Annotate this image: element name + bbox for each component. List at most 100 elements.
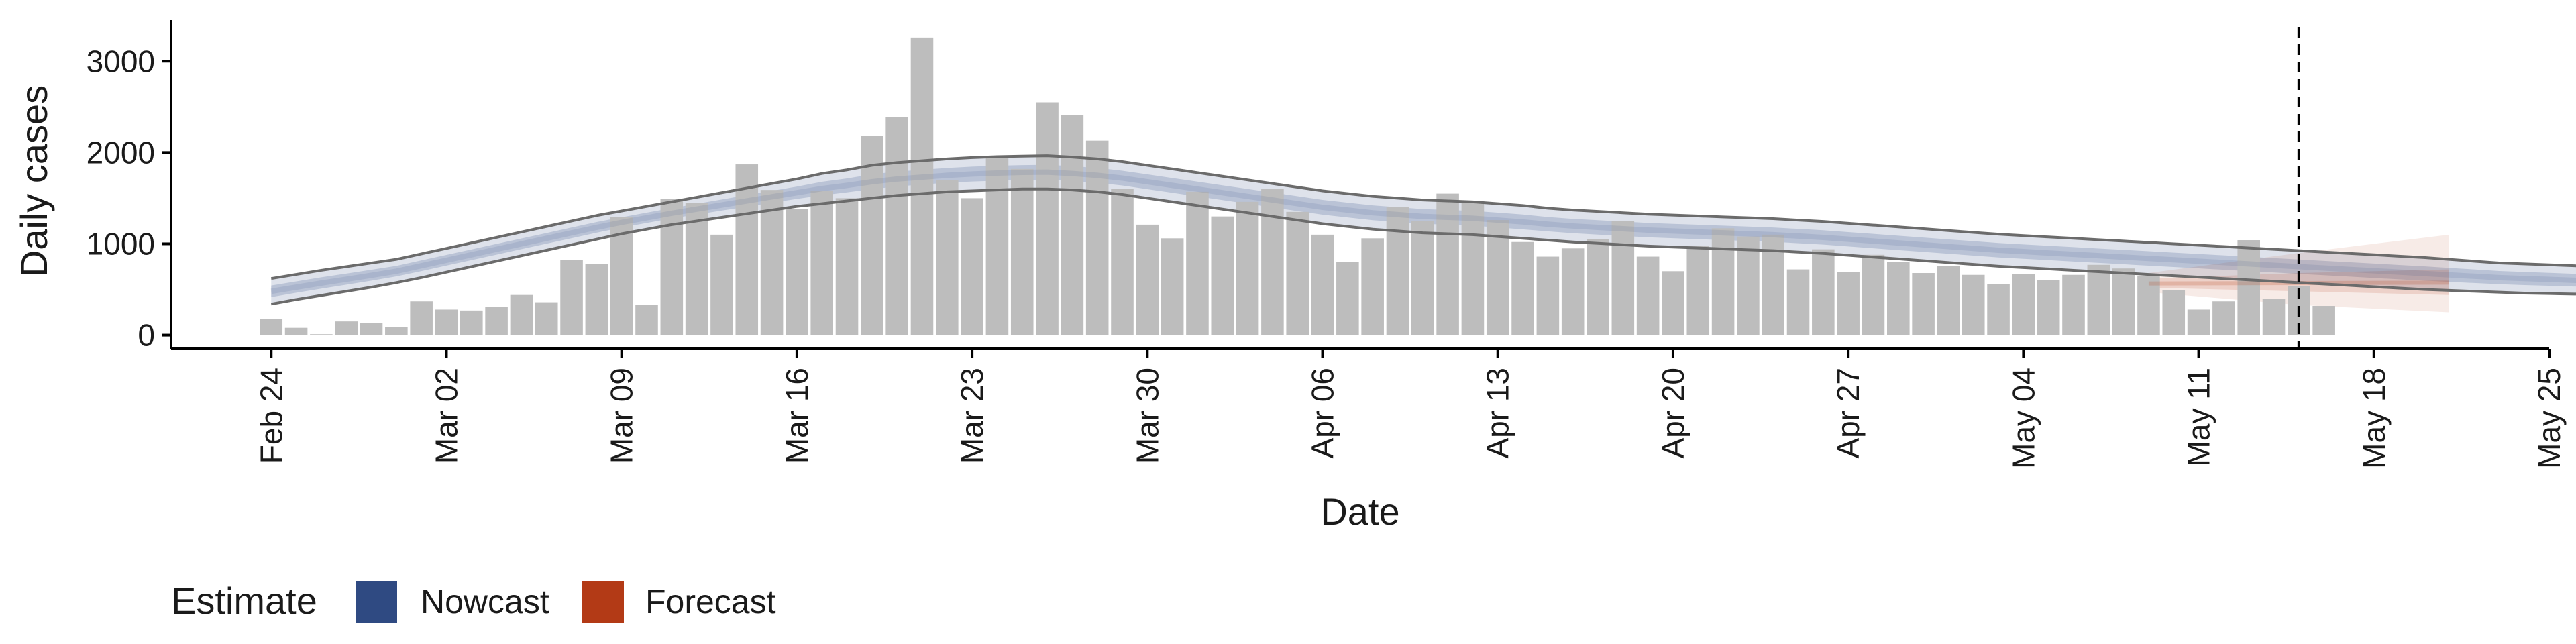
nowcast-median-line [270,169,2576,294]
y-tick-label: 0 [138,318,155,353]
bar [1436,193,1459,335]
bar [1411,221,1434,335]
bar [1711,228,1735,335]
bar [1161,238,1184,335]
bar [2137,276,2160,335]
legend: Estimate Nowcast Forecast [171,580,776,623]
y-tick-label: 3000 [87,44,155,78]
bar [1912,273,1935,335]
bar [535,302,558,335]
bar [635,305,658,335]
bar [760,190,784,335]
bar [460,310,483,335]
y-axis-title: Daily cases [13,85,55,277]
bar [1662,271,1684,335]
bar [1085,140,1109,335]
x-tick-label: May 11 [2182,368,2216,466]
bar [2212,301,2235,335]
x-axis-title: Date [1320,490,1399,533]
x-tick-label: Mar 16 [780,368,814,464]
legend-key-nowcast [356,581,397,623]
bar [1036,102,1059,335]
bar [610,217,633,335]
bar [435,309,458,335]
bar [1837,272,1860,335]
bar [1561,248,1585,335]
x-tick-label: Mar 30 [1130,368,1165,464]
bar [786,209,808,335]
bar [985,157,1009,335]
bar [1461,201,1485,335]
x-tick-label: Mar 09 [604,368,639,464]
bar [1236,201,1259,335]
x-tick-label: Apr 27 [1831,368,1866,459]
bar [2312,306,2335,335]
y-axis-ticks: 0 1000 2000 3000 [87,44,171,353]
bar [1111,189,1134,335]
x-tick-label: May 04 [2006,368,2041,469]
bar [710,234,733,335]
bar [1186,191,1209,335]
x-tick-label: Feb 24 [254,368,288,464]
bar [2012,274,2035,335]
bar [910,37,934,335]
nowcast-upper-line [270,154,2576,280]
bar [2237,240,2261,335]
bar [335,321,358,335]
bar [1636,256,1660,335]
bar [935,180,959,335]
bar [1486,220,1509,335]
x-tick-label: May 25 [2532,368,2567,469]
bar [1061,115,1084,335]
bar [1686,246,1710,335]
bar [2037,280,2060,335]
bar [1511,241,1534,335]
x-tick-label: Apr 13 [1481,368,1515,459]
bar [1937,266,1960,335]
bar [2062,274,2085,335]
bar [560,260,583,335]
bar [410,301,433,335]
bar [660,199,684,335]
bar [1737,236,1760,335]
legend-label-forecast: Forecast [645,583,776,621]
bar [885,117,908,335]
bar [2187,309,2210,335]
y-tick-label: 2000 [87,135,155,170]
bar [810,191,834,335]
bar [835,198,859,335]
legend-key-forecast [582,581,624,623]
bar [961,198,983,335]
bar [1136,224,1159,335]
bar [1786,269,1810,335]
bar [1010,168,1034,335]
bar [1536,256,1560,335]
bar [585,264,608,335]
bar [1862,254,1885,335]
bar [1611,221,1635,335]
bar [1587,239,1609,335]
bar [1987,284,2010,335]
bar [360,323,383,335]
bar [1261,189,1284,335]
bar [2112,268,2135,335]
bar [1336,262,1359,335]
bar [861,136,883,335]
x-tick-label: May 18 [2357,368,2392,469]
x-tick-label: Mar 23 [955,368,989,464]
bar [485,307,508,335]
bar [510,294,533,335]
estimate-lines [270,154,2576,306]
x-tick-label: Mar 02 [429,368,464,464]
bar [1962,274,1985,335]
bar [260,319,283,335]
bar [310,334,333,335]
bar [1211,216,1234,335]
bar [1812,249,1835,335]
nowcast-lower-line [270,187,2576,306]
y-tick-label: 1000 [87,226,155,261]
legend-title: Estimate [171,580,317,622]
bar [735,164,759,335]
bar [2087,264,2110,335]
